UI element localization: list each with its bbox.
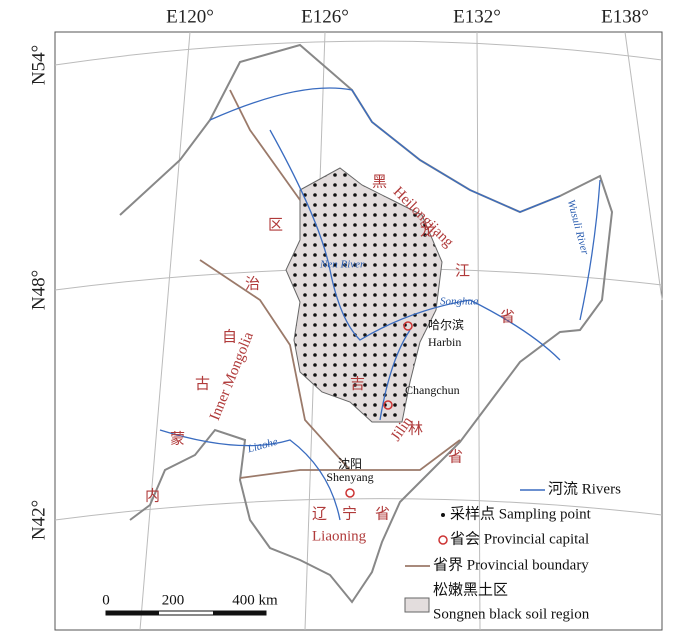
legend-label: 省会 Provincial capital (450, 530, 589, 547)
songnen-region (285, 167, 443, 423)
scale-segment (213, 611, 266, 615)
river (159, 429, 341, 521)
river (379, 329, 411, 421)
legend-label: Songnen black soil region (433, 606, 590, 622)
city-label: Changchun (405, 383, 460, 397)
capital-marker (383, 400, 393, 410)
longitude-label: E132° (453, 6, 501, 27)
scale-label: 0 (102, 592, 110, 608)
scale-bar: 0 200 400 km (102, 592, 278, 616)
scale-segment (106, 611, 159, 615)
province-label: 内 (145, 487, 160, 504)
parallel (54, 498, 663, 521)
river (579, 179, 601, 321)
scale-label: 200 (162, 592, 185, 608)
latitude-label: N54° (28, 45, 49, 85)
longitude-label: E120° (166, 6, 214, 27)
legend-label: 松嫩黑土区 (433, 581, 508, 598)
province-label: 林 (408, 420, 423, 437)
city-label: 沈阳 (338, 456, 362, 471)
river (209, 87, 561, 213)
parallel (54, 40, 663, 66)
river-label: Nen River (319, 259, 365, 271)
legend-label: 河流 Rivers (548, 480, 621, 497)
river-label: Songhua (440, 296, 479, 308)
city-label: 哈尔滨 (428, 317, 464, 332)
provincial-boundary (199, 89, 461, 479)
province-label: 辽 (312, 505, 327, 522)
legend-symbol (441, 513, 445, 517)
latitude-label: N48° (28, 270, 49, 310)
province-label: 省 (500, 308, 515, 325)
province-label: 区 (268, 217, 283, 233)
meridian (476, 31, 481, 631)
latitude-label: N42° (28, 500, 49, 540)
meridian (139, 31, 191, 631)
province-label: 蒙 (170, 430, 185, 447)
province-label: 黑 (372, 174, 387, 190)
longitude-label: E126° (301, 6, 349, 27)
province-label: 省 (375, 505, 390, 522)
province-label: 吉 (350, 375, 365, 392)
legend-symbol (438, 535, 448, 545)
province-label: 龙 (420, 222, 435, 239)
rivers (159, 87, 601, 521)
scale-label: 400 km (232, 592, 278, 608)
province-label: 治 (245, 275, 260, 292)
city-label: Shenyang (326, 470, 373, 484)
capital-marker (403, 321, 413, 331)
legend: 河流 Rivers 采样点 Sampling point 省会 Provinci… (404, 480, 621, 622)
legend-label: 省界 Provincial boundary (433, 556, 589, 573)
longitude-label: E138° (601, 6, 649, 27)
province-label: Liaoning (312, 528, 367, 544)
legend-label: 采样点 Sampling point (450, 505, 592, 522)
province-label: 宁 (342, 505, 357, 522)
river (269, 129, 561, 361)
legend-symbol (404, 597, 430, 613)
province-label: 江 (455, 262, 470, 279)
capital-marker (345, 488, 355, 498)
meridian (624, 31, 663, 301)
province-label: 古 (195, 375, 210, 392)
province-label: 省 (448, 448, 463, 465)
province-label: 自 (222, 328, 237, 345)
city-label: Harbin (428, 335, 461, 349)
